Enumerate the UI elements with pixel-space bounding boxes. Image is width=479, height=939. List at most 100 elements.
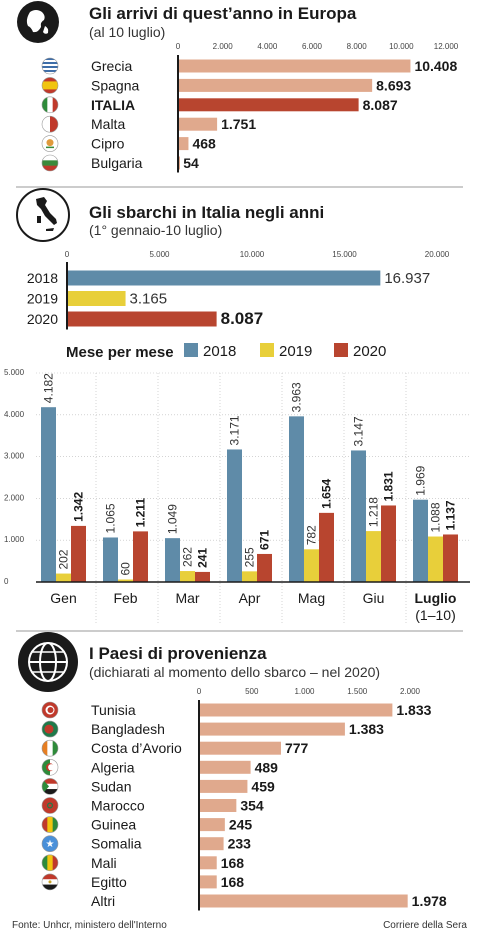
monthly-chart: 0 1.000 2.000 3.000 4.000 5.000 4.182 202 1.342 G… <box>4 368 470 624</box>
x-tick-label: 2.000 <box>213 42 234 51</box>
x-tick-label: 0 <box>65 250 70 259</box>
value-label: 1.383 <box>349 721 384 737</box>
bar <box>200 856 217 870</box>
bar <box>179 117 218 131</box>
x-tick-label: 10.000 <box>389 42 414 51</box>
bar <box>118 579 133 582</box>
bar <box>68 311 217 327</box>
y-tick-label: 0 <box>4 577 9 586</box>
bar <box>200 779 248 793</box>
value-label: 262 <box>181 547 195 567</box>
value-label: 8.087 <box>221 309 264 328</box>
bar <box>200 722 345 736</box>
category-label: Sudan <box>91 778 131 794</box>
x-tick-label: 8.000 <box>347 42 368 51</box>
value-label: 1.831 <box>382 471 396 501</box>
value-label: 241 <box>196 548 210 568</box>
category-label: Guinea <box>91 817 136 833</box>
value-label: 1.137 <box>444 500 458 530</box>
italy-flag-icon <box>41 96 59 114</box>
bar <box>200 760 251 774</box>
europe-subtitle: (al 10 luglio) <box>89 24 165 40</box>
value-label: 1.751 <box>221 116 256 132</box>
legend-swatch <box>184 343 198 357</box>
category-label: Cipro <box>91 136 125 152</box>
category-label: Bangladesh <box>91 721 165 737</box>
bar <box>200 799 237 812</box>
legend-label: 2020 <box>353 343 386 360</box>
value-label: 10.408 <box>414 58 457 74</box>
bar <box>351 450 366 582</box>
category-label: Bulgaria <box>91 155 143 171</box>
y-tick-label: 4.000 <box>4 410 25 419</box>
value-label: 489 <box>255 759 279 775</box>
legend-swatch <box>334 343 348 357</box>
x-tick-label: 6.000 <box>302 42 323 51</box>
category-label: Marocco <box>91 798 145 814</box>
bar <box>165 538 180 582</box>
value-label: 1.211 <box>134 498 148 528</box>
bar <box>319 512 334 582</box>
origin-subtitle: (dichiarati al momento dello sbarco – ne… <box>89 664 380 680</box>
category-label: Costa d’Avorio <box>91 740 182 756</box>
bar <box>428 536 443 582</box>
value-label: 1.978 <box>412 893 447 909</box>
category-label: Mali <box>91 855 117 871</box>
y-tick-label: 1.000 <box>4 535 25 544</box>
category-label: Apr <box>239 590 261 606</box>
malta-flag-icon <box>41 115 59 133</box>
bar <box>289 416 304 582</box>
legend-swatch <box>260 343 274 357</box>
bar <box>179 59 411 73</box>
x-tick-label: 0 <box>176 42 181 51</box>
bulgaria-flag-icon <box>41 154 59 172</box>
spain-flag-icon <box>41 77 59 94</box>
category-label: Somalia <box>91 836 142 852</box>
bar <box>200 703 393 717</box>
value-label: 1.342 <box>72 492 86 522</box>
bangladesh-flag-icon <box>41 720 59 738</box>
value-label: 777 <box>285 740 309 756</box>
x-tick-label: 10.000 <box>240 250 265 259</box>
y-tick-label: 5.000 <box>4 368 25 377</box>
bar <box>179 137 189 151</box>
years-chart: 0 5.000 10.000 15.000 20.000 2018 16.937 2019 3.… <box>27 250 450 330</box>
cyprus-flag-icon <box>41 135 59 152</box>
legend-label: 2019 <box>279 343 312 360</box>
bar <box>71 525 86 582</box>
europe-title: Gli arrivi di quest’anno in Europa <box>89 4 357 23</box>
category-label: 2020 <box>27 311 58 327</box>
bar <box>195 571 210 582</box>
value-label: 168 <box>221 855 245 871</box>
value-label: 354 <box>240 798 264 814</box>
guinea-flag-icon <box>41 816 59 833</box>
value-label: 1.088 <box>429 502 443 532</box>
value-label: 3.963 <box>290 382 304 412</box>
category-label: Spagna <box>91 77 139 93</box>
value-label: 255 <box>243 547 257 567</box>
value-label: 3.147 <box>352 416 366 446</box>
value-label: 1.218 <box>367 497 381 527</box>
bar <box>179 98 359 112</box>
value-label: 671 <box>258 530 272 550</box>
monthly-title: Mese per mese <box>66 344 174 361</box>
legend-label: 2018 <box>203 343 236 360</box>
x-tick-label: 20.000 <box>425 250 450 259</box>
x-tick-label: 1.000 <box>294 687 315 696</box>
somalia-flag-icon: ★ <box>41 835 59 853</box>
monthly-legend: 2018 2019 2020 <box>184 343 386 360</box>
category-label: Gen <box>50 590 76 606</box>
tunisia-flag-icon <box>41 701 59 719</box>
x-tick-label: 15.000 <box>332 250 357 259</box>
bar <box>200 818 225 832</box>
ivory-coast-flag-icon <box>41 739 59 757</box>
value-label: 54 <box>183 155 199 171</box>
bar <box>179 78 373 92</box>
value-label: 16.937 <box>384 270 430 287</box>
category-label: Tunisia <box>91 702 136 718</box>
bar <box>68 291 126 306</box>
morocco-flag-icon <box>41 797 59 814</box>
bar <box>413 499 428 582</box>
value-label: 245 <box>229 817 253 833</box>
bar <box>443 534 458 582</box>
